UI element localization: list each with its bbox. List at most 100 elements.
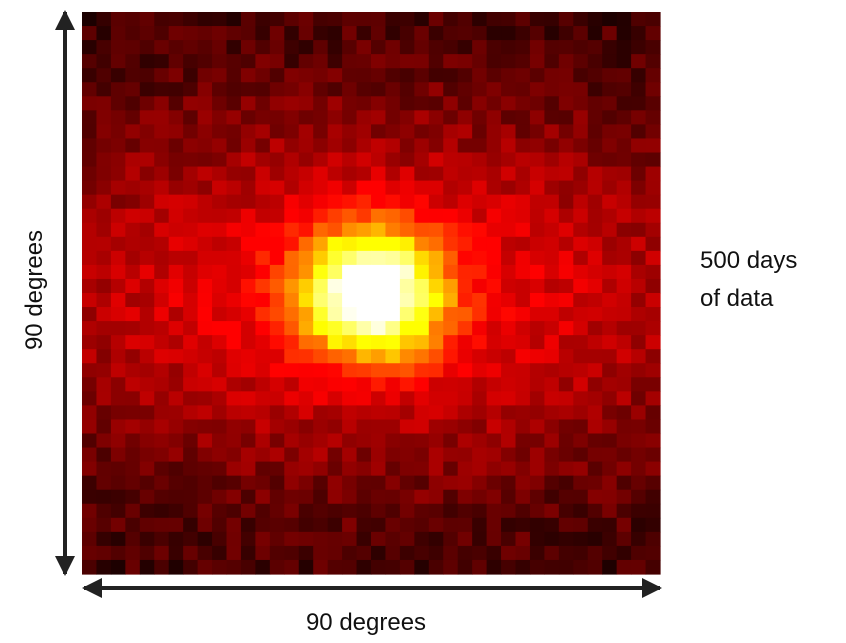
heat-cell [82, 195, 97, 210]
heat-cell [458, 518, 473, 533]
heat-cell [631, 532, 646, 547]
heat-cell [400, 405, 415, 420]
heat-cell [125, 110, 140, 125]
heat-cell [530, 138, 545, 153]
heat-cell [472, 279, 487, 294]
heat-cell [96, 167, 111, 182]
heat-cell [154, 68, 169, 83]
heat-cell [270, 181, 285, 196]
heat-cell [530, 82, 545, 97]
heat-cell [140, 82, 155, 97]
heat-cell [125, 518, 140, 533]
heat-cell [342, 82, 357, 97]
heat-cell [385, 377, 400, 392]
heat-cell [140, 96, 155, 111]
heat-cell [96, 419, 111, 434]
heat-cell [573, 419, 588, 434]
heat-cell [400, 54, 415, 69]
heat-cell [255, 321, 270, 336]
heat-cell [212, 307, 227, 322]
heat-cell [501, 462, 516, 477]
heat-cell [573, 181, 588, 196]
heat-cell [255, 462, 270, 477]
heat-cell [385, 419, 400, 434]
heat-cell [371, 223, 386, 238]
heat-cell [270, 237, 285, 252]
heat-cell [602, 391, 617, 406]
heat-cell [111, 490, 126, 505]
heat-cell [617, 448, 632, 463]
heat-cell [443, 448, 458, 463]
heat-cell [429, 532, 444, 547]
heat-cell [501, 26, 516, 41]
heat-cell [82, 321, 97, 336]
heat-cell [313, 26, 328, 41]
heat-cell [255, 391, 270, 406]
heat-cell [530, 462, 545, 477]
heat-cell [544, 307, 559, 322]
heat-cell [646, 462, 661, 477]
heat-cell [227, 462, 242, 477]
heat-cell [313, 110, 328, 125]
heat-cell [385, 518, 400, 533]
heat-cell [328, 138, 343, 153]
heat-cell [458, 82, 473, 97]
heat-cell [183, 82, 198, 97]
heat-cell [443, 335, 458, 350]
heat-cell [530, 124, 545, 139]
heat-cell [443, 181, 458, 196]
heat-cell [241, 419, 256, 434]
heat-cell [516, 532, 531, 547]
heat-cell [573, 405, 588, 420]
heat-cell [472, 68, 487, 83]
heat-cell [602, 532, 617, 547]
heat-cell [617, 518, 632, 533]
heat-cell [255, 223, 270, 238]
heat-cell [82, 181, 97, 196]
heat-cell [96, 321, 111, 336]
heat-cell [96, 349, 111, 364]
heat-cell [559, 448, 574, 463]
heat-cell [96, 181, 111, 196]
heat-cell [588, 560, 603, 575]
heat-cell [169, 307, 184, 322]
heat-cell [617, 279, 632, 294]
heat-cell [270, 68, 285, 83]
heat-cell [602, 12, 617, 27]
heat-cell [544, 560, 559, 575]
heat-cell [154, 363, 169, 378]
heat-cell [357, 251, 372, 266]
heat-cell [111, 560, 126, 575]
heat-cell [183, 462, 198, 477]
heat-cell [212, 223, 227, 238]
heat-cell [328, 321, 343, 336]
heat-cell [573, 26, 588, 41]
heat-cell [544, 293, 559, 308]
heat-cell [270, 434, 285, 449]
heat-cell [631, 153, 646, 168]
heat-cell [255, 40, 270, 55]
heat-cell [183, 237, 198, 252]
heat-cell [458, 110, 473, 125]
heat-cell [617, 391, 632, 406]
heat-cell [400, 546, 415, 561]
heat-cell [530, 363, 545, 378]
heat-cell [472, 167, 487, 182]
heat-cell [544, 434, 559, 449]
heat-cell [617, 124, 632, 139]
heat-cell [169, 279, 184, 294]
heat-cell [140, 138, 155, 153]
heat-cell [429, 349, 444, 364]
heat-cell [573, 124, 588, 139]
heat-cell [241, 321, 256, 336]
heat-cell [255, 96, 270, 111]
heat-cell [487, 12, 502, 27]
heat-cell [617, 560, 632, 575]
heat-cell [443, 68, 458, 83]
heat-cell [414, 68, 429, 83]
heat-cell [227, 335, 242, 350]
heat-cell [111, 335, 126, 350]
heat-cell [458, 209, 473, 224]
heat-cell [530, 293, 545, 308]
heat-cell [313, 96, 328, 111]
